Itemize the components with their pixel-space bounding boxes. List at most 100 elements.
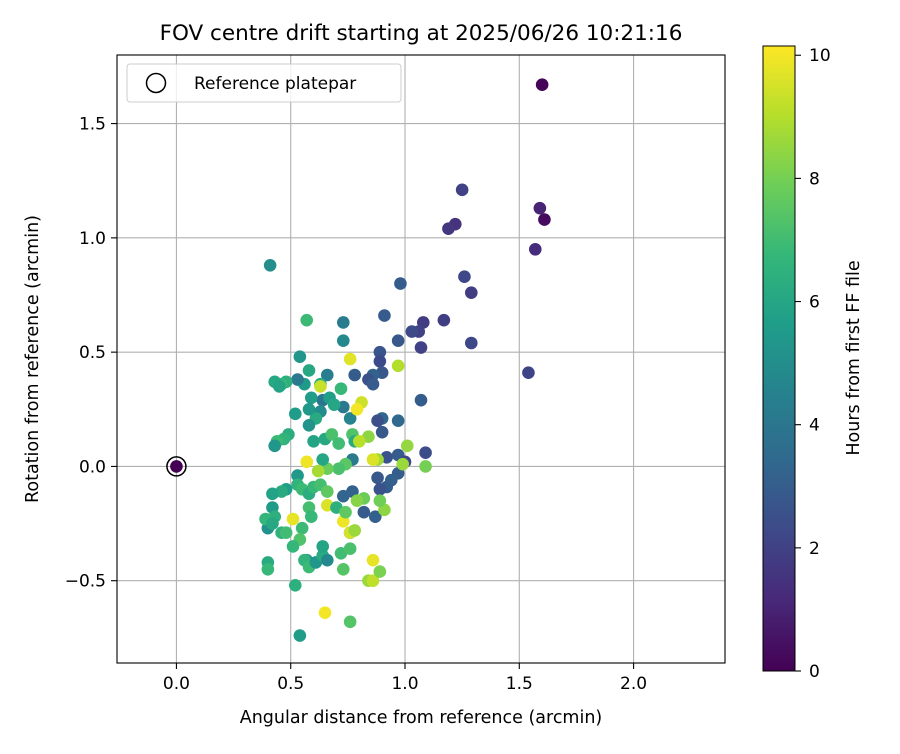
scatter-point [288, 578, 302, 592]
scatter-point [373, 345, 387, 359]
scatter-point [414, 393, 428, 407]
chart-title: FOV centre drift starting at 2025/06/26 … [160, 21, 683, 46]
scatter-point [336, 489, 350, 503]
legend-box [126, 63, 402, 103]
scatter-point [316, 540, 330, 553]
colorbar-tick-label: 4 [809, 416, 820, 436]
scatter-point [314, 380, 327, 393]
scatter-point [535, 78, 549, 92]
scatter-point [343, 615, 357, 629]
scatter-point [266, 487, 279, 501]
scatter-point [357, 505, 371, 519]
scatter-point [414, 341, 428, 354]
scatter-point [263, 258, 277, 272]
scatter-point [286, 540, 300, 553]
colorbar [762, 45, 796, 672]
colorbar-tick-label: 10 [809, 46, 831, 66]
scatter-point [307, 434, 320, 448]
y-tick-label: −0.5 [65, 572, 106, 592]
scatter-point [336, 334, 350, 348]
scatter-point [522, 366, 535, 380]
x-tick-label: 0.0 [163, 674, 190, 694]
scatter-point [320, 485, 334, 498]
scatter-point [391, 359, 405, 373]
y-axis-label: Rotation from reference (arcmin) [23, 215, 43, 503]
scatter-point [293, 629, 307, 642]
scatter-point [266, 517, 279, 530]
colorbar-tick-label: 6 [809, 293, 820, 313]
scatter-point [538, 213, 551, 226]
scatter-point [316, 453, 330, 466]
scatter-point [368, 510, 382, 524]
y-tick-label: 1.5 [79, 115, 106, 135]
reference-platepar-marker [166, 456, 187, 477]
scatter-point [419, 446, 432, 460]
colorbar-tick-label: 0 [809, 662, 820, 682]
scatter-point [325, 428, 339, 441]
plot-frame [116, 54, 726, 664]
scatter-point [464, 336, 478, 350]
scatter-point [334, 382, 348, 396]
scatter-point [339, 505, 352, 519]
scatter-point [352, 434, 366, 448]
scatter-point [343, 352, 357, 366]
scatter-point [272, 380, 286, 393]
scatter-point [391, 414, 405, 428]
colorbar-label: Hours from first FF file [844, 260, 864, 455]
scatter-point [336, 562, 350, 576]
scatter-point [366, 453, 380, 466]
scatter-point [458, 270, 471, 284]
scatter-point [291, 469, 304, 482]
y-axis-ticks: −0.5 0.0 0.5 1.0 1.5 [65, 115, 117, 592]
scatter-point [332, 437, 346, 450]
scatter-point [400, 439, 414, 453]
scatter-point [295, 521, 309, 535]
scatter-point [300, 313, 314, 327]
scatter-point [373, 494, 387, 508]
scatter-point [343, 542, 357, 556]
scatter-point [304, 391, 318, 405]
scatter-point [327, 398, 341, 412]
reference-marker [166, 456, 187, 477]
scatter-point [464, 286, 478, 300]
y-tick-label: 0.0 [79, 457, 106, 477]
y-tick-label: 0.5 [79, 343, 106, 363]
scatter-point [332, 462, 346, 476]
scatter-point [261, 562, 275, 576]
scatter-point [288, 407, 302, 421]
scatter-point [343, 412, 357, 425]
scatter-point [373, 354, 387, 368]
scatter-points [170, 78, 551, 642]
scatter-point [320, 368, 334, 382]
scatter-point [268, 439, 282, 453]
legend-reference-marker-icon [145, 72, 167, 94]
scatter-point [302, 402, 316, 416]
scatter-point [419, 460, 432, 473]
scatter-point [366, 377, 380, 391]
scatter-point [279, 526, 293, 540]
scatter-point [304, 510, 318, 524]
scatter-point [405, 325, 419, 338]
scatter-point [302, 418, 316, 432]
scatter-point [391, 334, 405, 348]
scatter-point [336, 316, 350, 329]
scatter-point [348, 524, 362, 537]
scatter-point [302, 364, 316, 377]
legend-entry-reference: Reference platepar [194, 74, 356, 94]
legend: Reference platepar [126, 63, 402, 103]
scatter-point [378, 309, 391, 322]
y-tick-label: 1.0 [79, 229, 106, 249]
x-axis-ticks: 0.0 0.5 1.0 1.5 2.0 [163, 663, 647, 694]
scatter-point [300, 455, 314, 469]
scatter-point [442, 222, 455, 236]
scatter-point [170, 460, 183, 473]
x-tick-label: 0.5 [277, 674, 304, 694]
x-tick-label: 1.0 [391, 674, 418, 694]
scatter-point [373, 565, 387, 578]
colorbar-ticks: 0 2 4 6 8 10 [795, 46, 831, 682]
scatter-point [455, 183, 469, 197]
scatter-point [396, 457, 410, 471]
scatter-point [437, 313, 451, 327]
scatter-point [371, 471, 384, 485]
